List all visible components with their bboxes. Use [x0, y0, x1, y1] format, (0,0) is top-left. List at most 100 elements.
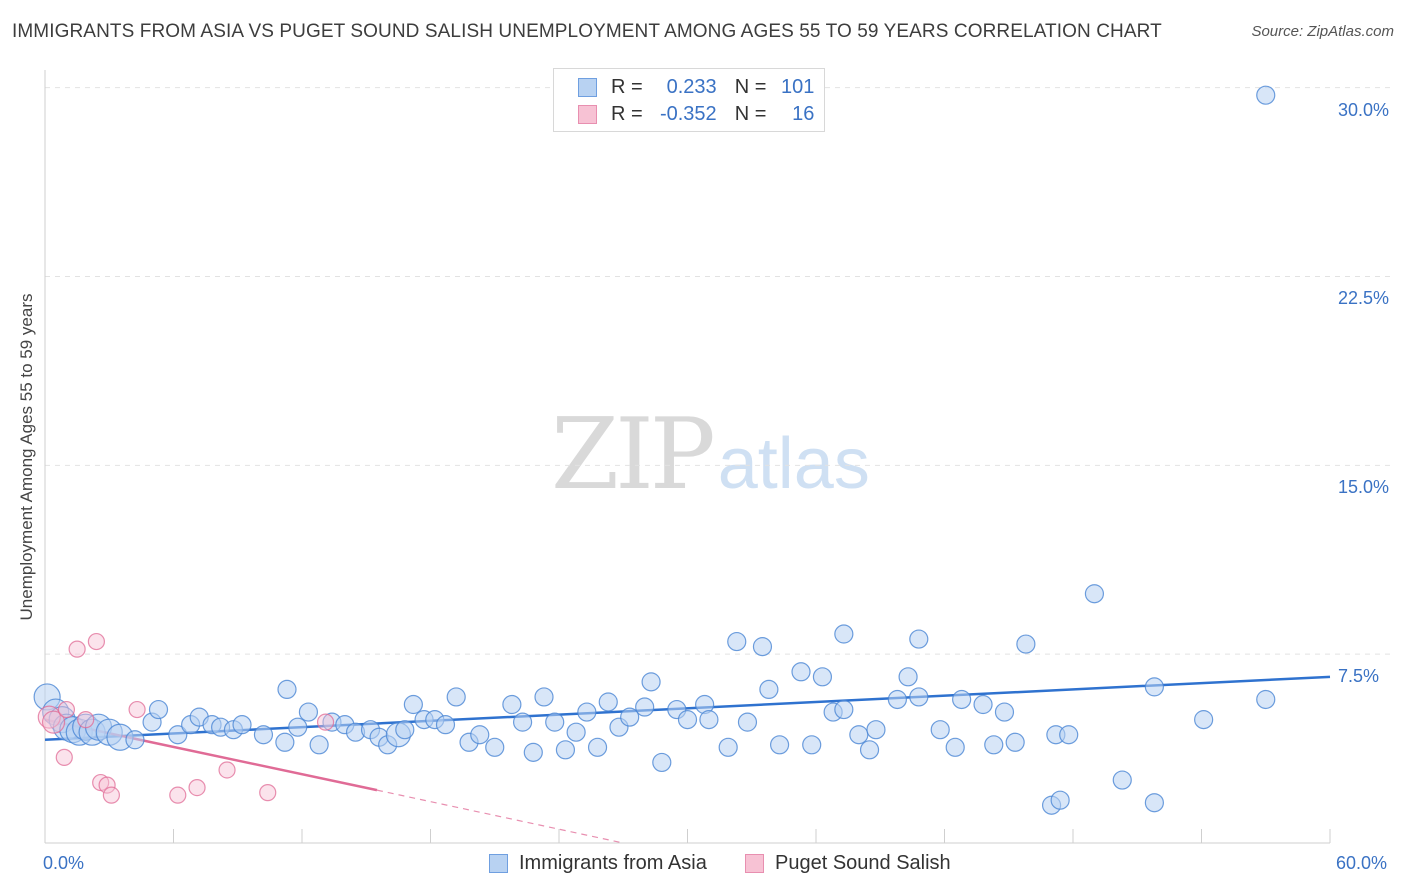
watermark-atlas: atlas: [717, 424, 870, 504]
asia-point: [945, 737, 965, 757]
salish-point: [102, 786, 120, 804]
asia-point: [909, 629, 929, 649]
y-tick-label: 22.5%: [1338, 288, 1390, 309]
asia-point: [1084, 584, 1105, 604]
asia-point: [1256, 689, 1276, 710]
asia-point: [523, 742, 543, 762]
asia-point: [1112, 770, 1132, 790]
salish-point: [41, 710, 66, 734]
x-tick-label-max: 60.0%: [1336, 853, 1388, 873]
asia-point: [512, 712, 533, 732]
asia-point: [718, 737, 738, 757]
salish-legend-swatch: [745, 854, 764, 873]
asia-point: [727, 631, 747, 652]
salish-point: [55, 748, 73, 766]
asia-point: [791, 662, 811, 682]
legend-row-salish: R = -0.352 N = 16: [578, 102, 814, 126]
asia-point: [168, 725, 188, 745]
asia-point: [534, 687, 554, 707]
asia-point: [1144, 793, 1164, 813]
salish-n-value: 16: [792, 102, 815, 125]
asia-point: [485, 737, 505, 757]
asia-n-label: N =: [734, 75, 767, 98]
asia-point: [502, 694, 522, 715]
salish-point: [259, 784, 277, 802]
asia-point: [555, 740, 576, 760]
salish-point: [87, 632, 106, 651]
y-tick-label: 7.5%: [1338, 666, 1380, 687]
asia-point: [769, 735, 790, 755]
salish-point: [77, 711, 95, 729]
asia-point: [446, 687, 466, 707]
asia-point: [812, 667, 833, 687]
salish-point: [128, 700, 146, 719]
asia-point: [403, 694, 423, 715]
asia-point: [125, 730, 145, 750]
asia-point: [984, 735, 1004, 755]
asia-point: [395, 720, 415, 740]
asia-n-value: 101: [781, 75, 815, 98]
y-axis-label: Unemployment Among Ages 55 to 59 years: [17, 293, 36, 621]
y-tick-label: 15.0%: [1338, 477, 1390, 498]
trend-lines: [44, 675, 1331, 844]
salish-n-label: N =: [734, 102, 767, 125]
asia-point: [737, 712, 758, 732]
salish-point: [218, 761, 236, 779]
salish-point: [57, 700, 76, 719]
asia-legend-swatch: [489, 854, 508, 873]
watermark-zip: ZIP: [551, 398, 716, 512]
data-points: [33, 85, 1276, 815]
correlation-legend: R = 0.233 N = 101 R = -0.352 N = 16: [553, 68, 825, 132]
asia-point: [909, 687, 929, 707]
asia-point: [298, 702, 319, 722]
asia-point: [1256, 85, 1276, 105]
asia-point: [1194, 710, 1214, 730]
asia-point: [435, 715, 456, 735]
x-tick-label-min: 0.0%: [43, 853, 85, 873]
asia-point: [699, 710, 719, 730]
asia-point: [866, 720, 886, 740]
watermark: ZIPatlas: [551, 398, 870, 512]
bottom-legend-asia: Immigrants from Asia: [489, 852, 707, 875]
asia-r-label: R =: [611, 75, 643, 98]
asia-legend-label: Immigrants from Asia: [519, 852, 707, 874]
chart-title: IMMIGRANTS FROM ASIA VS PUGET SOUND SALI…: [12, 21, 1162, 42]
asia-point: [620, 707, 640, 727]
asia-point: [1059, 725, 1079, 745]
asia-point: [677, 710, 698, 730]
salish-point: [98, 776, 116, 794]
salish-point: [169, 786, 187, 804]
y-tick-label: 30.0%: [1338, 99, 1390, 120]
asia-point: [887, 689, 907, 710]
asia-point: [834, 699, 854, 720]
asia-point: [930, 720, 950, 740]
asia-point: [148, 699, 169, 720]
asia-point: [752, 637, 773, 657]
asia-point: [802, 735, 822, 755]
salish-point: [68, 640, 86, 658]
asia-point: [952, 689, 972, 710]
asia-point: [635, 697, 655, 717]
gridlines: [45, 87, 1395, 655]
salish-legend-label: Puget Sound Salish: [775, 852, 951, 874]
asia-point: [1144, 677, 1164, 697]
bottom-legend-salish: Puget Sound Salish: [745, 852, 951, 875]
asia-point: [275, 732, 295, 752]
asia-point: [652, 752, 672, 773]
asia-point: [973, 694, 993, 715]
asia-r-value: 0.233: [666, 75, 717, 98]
asia-point: [470, 725, 490, 745]
asia-point: [1016, 634, 1036, 654]
asia-point: [1005, 732, 1025, 752]
asia-point: [598, 692, 618, 712]
asia-point: [849, 725, 869, 745]
salish-swatch: [578, 104, 597, 124]
asia-point: [898, 667, 918, 687]
asia-point: [309, 735, 329, 755]
salish-r-value: -0.352: [659, 102, 717, 125]
asia-point: [545, 712, 565, 732]
asia-point: [277, 679, 297, 700]
asia-point: [577, 702, 597, 722]
asia-point: [859, 740, 880, 760]
